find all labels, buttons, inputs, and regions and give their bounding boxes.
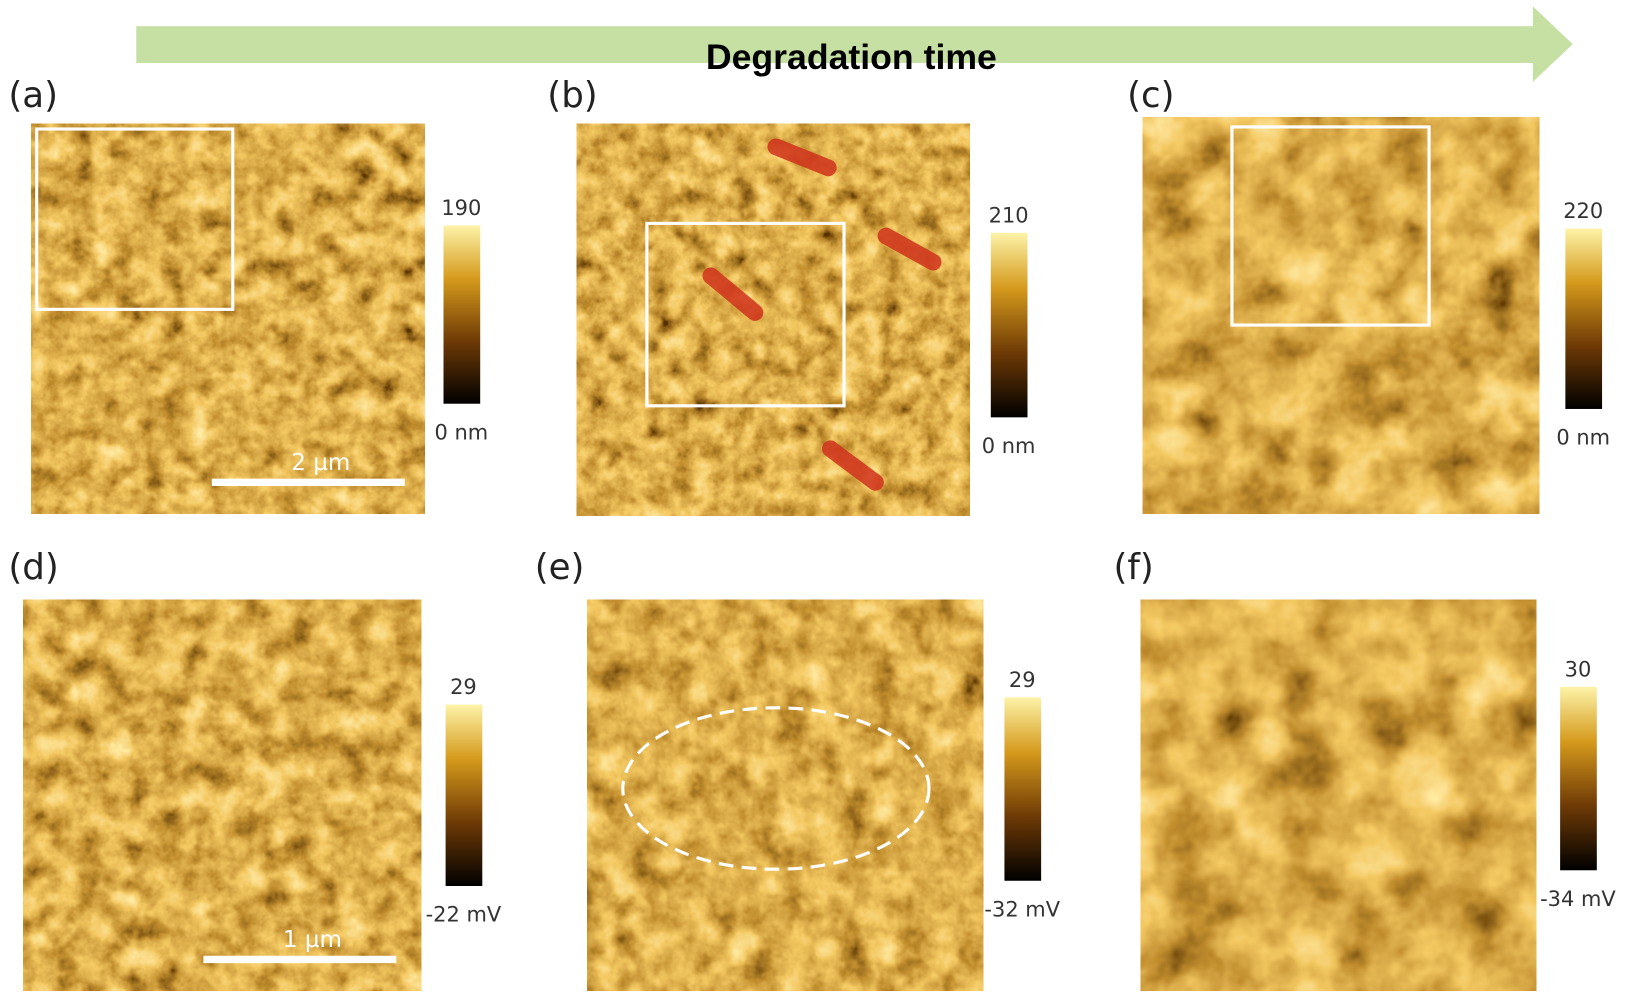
- panel-label: (c): [1127, 75, 1174, 116]
- colorbar-min: 0 nm: [434, 420, 488, 444]
- colorbar-max: 30: [1565, 657, 1592, 681]
- colorbar: [1560, 687, 1597, 870]
- colorbar-max: 220: [1563, 199, 1603, 223]
- afm-image: [23, 600, 421, 991]
- colorbar-min: -34 mV: [1540, 887, 1616, 911]
- colorbar-max: 29: [1009, 668, 1036, 692]
- colorbar: [1004, 697, 1041, 880]
- afm-image: [31, 124, 424, 514]
- afm-image: [587, 600, 983, 991]
- afm-image: [1141, 600, 1536, 991]
- colorbar-min: -22 mV: [426, 903, 502, 927]
- figure: Degradation time (a) 190 0 nm 2 µm (b) 210 0 n…: [0, 0, 1644, 993]
- colorbar: [1565, 229, 1602, 409]
- panel-label: (a): [8, 75, 58, 116]
- panel-label: (f): [1113, 547, 1153, 588]
- panel-label: (d): [8, 547, 58, 588]
- panel-label: (b): [547, 75, 597, 116]
- colorbar-max: 29: [450, 675, 477, 699]
- title: Degradation time: [706, 37, 997, 77]
- colorbar-max: 190: [441, 196, 481, 220]
- scale-bar-label: 2 µm: [291, 450, 350, 476]
- colorbar-min: -32 mV: [984, 897, 1060, 921]
- colorbar: [444, 225, 481, 403]
- colorbar-min: 0 nm: [1556, 426, 1610, 450]
- colorbar: [446, 705, 483, 886]
- panel-label: (e): [535, 547, 585, 588]
- colorbar: [991, 233, 1028, 418]
- page: Degradation time (a) 190 0 nm 2 µm (b) 210 0 n…: [0, 0, 1644, 993]
- afm-image: [577, 124, 970, 516]
- scale-bar-label: 1 µm: [283, 927, 342, 953]
- afm-image: [1143, 117, 1539, 513]
- colorbar-min: 0 nm: [982, 434, 1036, 458]
- colorbar-max: 210: [989, 203, 1029, 227]
